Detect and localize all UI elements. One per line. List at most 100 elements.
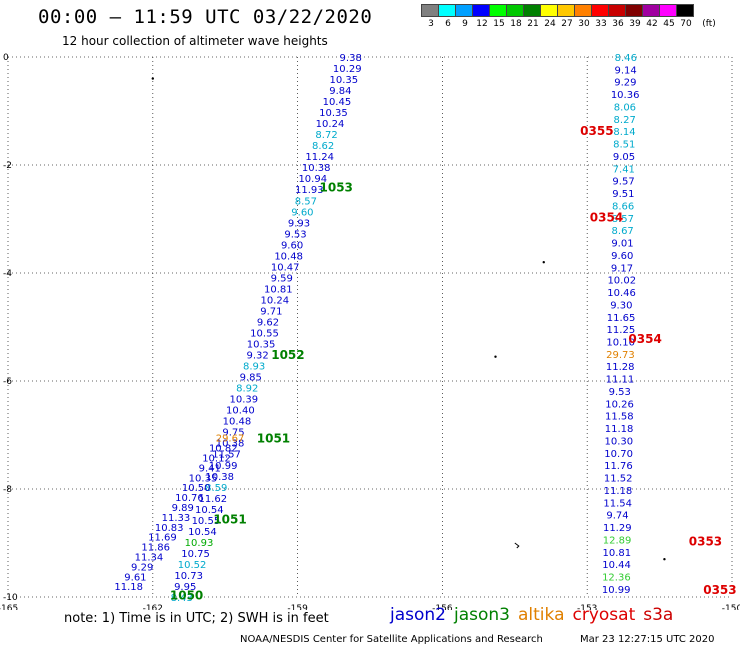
wave-height-value: 9.29 [614, 78, 636, 89]
wave-height-value: 10.99 [209, 461, 238, 472]
wave-height-value: 10.36 [611, 90, 640, 101]
x-tick-label: -153 [577, 604, 597, 610]
wave-height-value: 10.29 [333, 64, 362, 75]
island-outline [514, 542, 520, 549]
wave-height-value: 11.24 [305, 152, 334, 163]
unit-label: (ft) [702, 19, 716, 29]
wave-height-value: 9.53 [609, 387, 631, 398]
page-title: 00:00 – 11:59 UTC 03/22/2020 [38, 6, 373, 28]
island-marker [542, 261, 545, 264]
wave-height-value: 29.73 [606, 350, 635, 361]
footer-note: note: 1) Time is in UTC; 2) SWH is in fe… [64, 611, 329, 626]
wave-height-value: 29.67 [216, 434, 245, 445]
wave-height-value: 9.93 [288, 218, 310, 229]
pass-time-label: 0355 [580, 124, 613, 138]
wave-height-value: 9.59 [271, 273, 293, 284]
color-scale-label: 33 [595, 19, 607, 29]
x-tick-label: -159 [287, 604, 308, 610]
color-scale-label: 24 [544, 19, 556, 29]
color-scale-label: 21 [527, 19, 539, 29]
wave-height-value: 10.48 [223, 417, 252, 428]
wave-height-value: 10.81 [264, 284, 293, 295]
island-marker [663, 558, 666, 561]
wave-height-value: 8.93 [243, 362, 265, 373]
wave-height-value: 9.05 [613, 152, 635, 163]
wave-height-value: 11.18 [114, 582, 143, 593]
wave-height-value: 9.62 [257, 317, 279, 328]
wave-height-value: 11.52 [604, 474, 633, 485]
color-scale-label: 27 [561, 19, 573, 29]
y-tick-label: 0 [3, 53, 9, 63]
x-tick-label: -150 [722, 604, 740, 610]
satellite-legend-jason2: jason2 [390, 605, 446, 625]
color-scale-labels: 3 6 9 12 15 18 21 24 27 30 33 36 39 42 45 70 (ft) [421, 17, 716, 29]
wave-height-map: -165 -162 -159 -156 -153 -150 0 -2 -4 -6 -8 -10 9.38… [0, 53, 740, 610]
generated-timestamp: Mar 23 12:27:15 UTC 2020 [580, 634, 715, 645]
wave-height-value: 11.33 [162, 513, 191, 524]
wave-height-value: 8.62 [312, 141, 334, 152]
wave-height-value: 10.94 [298, 174, 327, 185]
wave-height-value: 8.67 [612, 226, 634, 237]
y-tick-label: -4 [3, 269, 12, 279]
wave-height-value: 9.53 [284, 229, 306, 240]
wave-height-value: 10.12 [202, 454, 231, 465]
page-subtitle: 12 hour collection of altimeter wave hei… [62, 34, 328, 48]
x-tick-label: -162 [143, 604, 163, 610]
color-scale-label: 42 [646, 19, 658, 29]
wave-height-value: 9.71 [260, 306, 282, 317]
wave-height-value: 9.61 [124, 572, 146, 583]
wave-height-value: 10.47 [271, 262, 300, 273]
wave-height-value: 10.55 [250, 329, 279, 340]
pass-time-label: 1051 [213, 513, 246, 527]
wave-height-value: 11.86 [141, 543, 170, 554]
color-scale-label: 45 [663, 19, 675, 29]
wave-height-value: 11.11 [606, 375, 635, 386]
wave-height-value: 10.40 [226, 406, 255, 417]
wave-height-value: 10.54 [195, 505, 224, 516]
color-scale-label: 15 [493, 19, 505, 29]
color-scale-label: 9 [462, 19, 468, 29]
wave-height-value: 8.51 [613, 140, 635, 151]
wave-height-value: 9.01 [611, 239, 633, 250]
wave-height-value: 10.30 [605, 436, 634, 447]
wave-height-value: 10.82 [209, 444, 238, 455]
wave-height-value: 11.29 [603, 523, 632, 534]
wave-height-value: 8.92 [236, 384, 258, 395]
wave-height-value: 10.93 [185, 538, 214, 549]
wave-height-value: 9.57 [612, 177, 634, 188]
wave-height-value: 10.55 [192, 516, 221, 527]
satellite-legend-cryosat: cryosat [572, 605, 636, 625]
wave-height-value: 10.35 [247, 340, 276, 351]
wave-height-value: 10.24 [316, 119, 345, 130]
wave-height-value: 10.46 [607, 288, 636, 299]
wave-height-value: 10.39 [229, 395, 258, 406]
wave-height-value: 10.38 [205, 472, 234, 483]
wave-height-value: 12.89 [603, 535, 632, 546]
wave-height-value: 11.57 [212, 450, 241, 461]
pass-time-label: 1052 [271, 348, 304, 362]
color-scale-label: 12 [476, 19, 488, 29]
wave-height-value: 9.41 [199, 463, 221, 474]
color-scale-label: 36 [612, 19, 624, 29]
color-scale-label: 30 [578, 19, 590, 29]
y-tick-label: -2 [3, 161, 12, 171]
wave-height-value: 10.75 [181, 549, 210, 560]
wave-height-value: 8.27 [614, 115, 636, 126]
wave-height-value: 12.36 [602, 573, 631, 584]
wave-height-value: 9.75 [222, 428, 244, 439]
wave-height-value: 11.76 [604, 461, 633, 472]
satellite-legend-altika: altika [518, 605, 565, 625]
wave-height-value: 9.30 [610, 300, 632, 311]
color-swatch [676, 4, 694, 17]
wave-height-value: 10.35 [189, 473, 218, 484]
wave-height-value: 10.38 [216, 439, 245, 450]
x-tick-label: -165 [0, 604, 18, 610]
wave-height-value: 10.24 [261, 295, 290, 306]
island-marker [151, 77, 154, 80]
wave-height-value: 9.51 [612, 189, 634, 200]
wave-height-value: 10.38 [302, 163, 331, 174]
y-tick-label: -6 [3, 377, 12, 387]
color-scale-swatches [421, 4, 694, 17]
satellite-legend-jason3: jason3 [454, 605, 510, 625]
wave-height-value: 11.62 [198, 494, 227, 505]
